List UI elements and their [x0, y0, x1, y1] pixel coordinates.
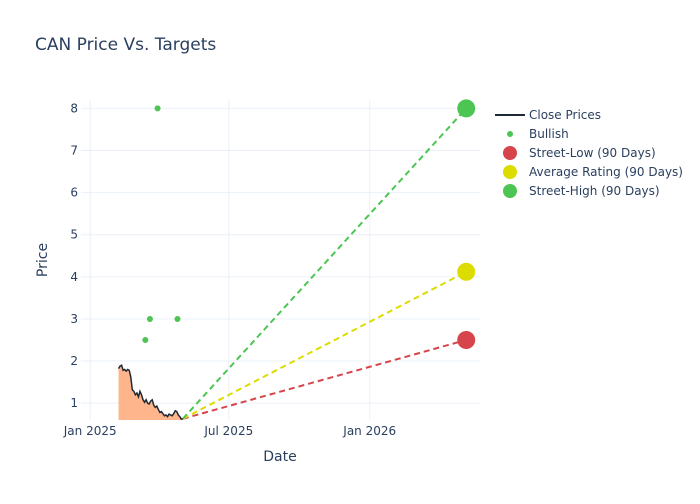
y-axis-title: Price	[35, 243, 51, 277]
x-tick-label: Jan 2025	[63, 424, 117, 438]
target-line	[182, 270, 467, 420]
legend-swatch-marker	[503, 184, 517, 198]
legend-label: Bullish	[529, 127, 569, 141]
bullish-point	[142, 337, 149, 343]
y-tick-label: 3	[70, 312, 78, 326]
grid	[81, 100, 480, 420]
y-tick-label: 6	[70, 186, 78, 200]
bullish-point	[174, 315, 181, 322]
price-area	[118, 365, 183, 420]
axis-ticks: 1 2 3 4 5 6 7 8 Jan 2025 Jul 2025 Jan 2026	[63, 101, 396, 438]
x-tick-label: Jan 2026	[342, 424, 396, 438]
x-tick-label: Jul 2025	[203, 424, 253, 438]
y-tick-label: 1	[70, 396, 78, 410]
target-marker	[457, 99, 476, 118]
y-tick-label: 7	[70, 144, 78, 158]
legend-label: Close Prices	[529, 108, 601, 122]
legend-swatch-dot	[507, 131, 513, 137]
y-tick-label: 8	[70, 101, 78, 115]
bullish-point	[146, 315, 153, 322]
y-tick-label: 2	[70, 354, 78, 368]
close-price-area	[118, 365, 183, 420]
legend-swatch-marker	[503, 146, 517, 160]
x-axis-title: Date	[263, 449, 296, 465]
legend: Close Prices Bullish Street-Low (90 Days) A…	[495, 108, 683, 198]
y-tick-label: 5	[70, 228, 78, 242]
target-line	[182, 339, 467, 420]
legend-label: Street-High (90 Days)	[529, 184, 660, 198]
markers	[142, 99, 476, 349]
chart-title: CAN Price Vs. Targets	[35, 35, 216, 55]
series-lines	[117, 107, 467, 421]
y-tick-label: 4	[70, 270, 78, 284]
legend-swatch-marker	[503, 165, 517, 179]
bullish-point	[154, 105, 161, 112]
legend-label: Street-Low (90 Days)	[529, 146, 656, 160]
target-marker	[457, 331, 476, 349]
close-price-line	[117, 364, 184, 421]
target-line	[182, 107, 467, 420]
target-marker	[457, 262, 476, 281]
legend-label: Average Rating (90 Days)	[529, 165, 683, 179]
